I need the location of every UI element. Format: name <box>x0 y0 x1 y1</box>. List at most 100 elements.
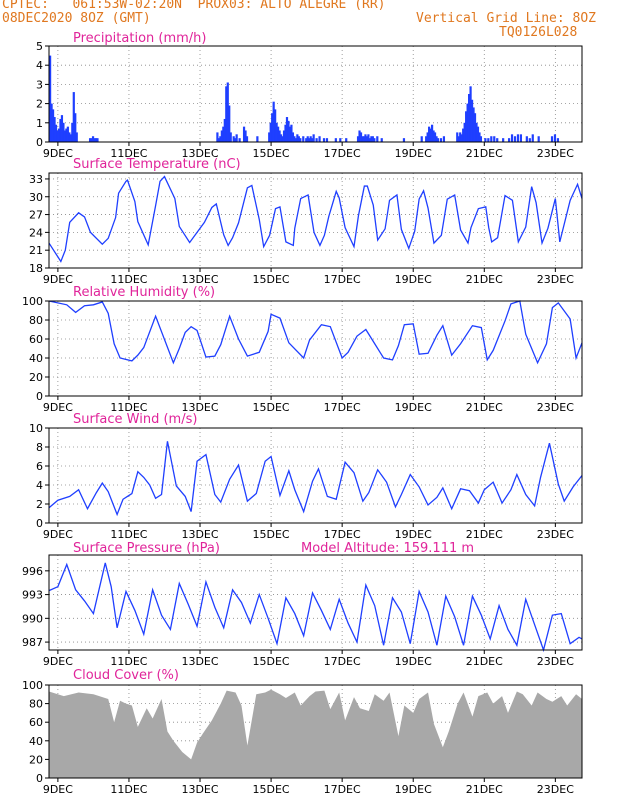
x-tick-label: 21DEC <box>466 401 503 414</box>
precip-bar <box>376 136 379 142</box>
y-tick-label: 40 <box>29 735 43 748</box>
x-tick-label: 19DEC <box>395 528 432 541</box>
precip-bar <box>513 136 517 142</box>
y-tick-label: 60 <box>29 333 43 346</box>
precip-bar <box>60 115 64 142</box>
precip-bar <box>469 86 472 142</box>
precip-bar <box>50 103 53 142</box>
precip-bar <box>238 138 241 142</box>
precip-bar <box>456 132 459 142</box>
precip-bar <box>308 138 311 142</box>
precip-bar <box>433 132 437 142</box>
precip-bar <box>285 117 289 142</box>
precip-bar <box>368 138 371 142</box>
precip-bar <box>217 138 220 142</box>
precip-bar <box>516 134 520 142</box>
precip-bar <box>294 138 297 142</box>
precip-bar <box>528 138 531 142</box>
x-tick-label: 19DEC <box>395 401 432 414</box>
x-tick-label: 15DEC <box>253 528 290 541</box>
precip-bar <box>235 134 238 142</box>
precip-bar <box>334 138 337 142</box>
y-tick-label: 100 <box>22 679 43 692</box>
precip-bar <box>510 134 514 142</box>
x-tick-label: 13DEC <box>181 401 218 414</box>
panel-frame <box>48 684 583 779</box>
x-tick-label: 23DEC <box>537 783 574 796</box>
precip-bar <box>402 138 406 142</box>
series-line <box>48 175 583 263</box>
precip-bar <box>272 101 275 142</box>
y-tick-label: 0 <box>36 772 43 785</box>
precip-bar <box>216 132 219 142</box>
y-tick-label: 3 <box>36 78 43 91</box>
y-tick-label: 20 <box>29 753 43 766</box>
precip-bar <box>281 136 284 142</box>
precip-bar <box>94 138 98 142</box>
precip-bar <box>428 126 431 142</box>
x-tick-label: 15DEC <box>253 783 290 796</box>
x-tick-label: 19DEC <box>395 655 432 668</box>
precip-bar <box>271 113 274 142</box>
x-tick-label: 11DEC <box>110 147 147 160</box>
y-tick-label: 6 <box>36 460 43 473</box>
precip-bar <box>325 138 329 142</box>
precip-bar <box>370 136 373 142</box>
x-tick-label: 21DEC <box>466 783 503 796</box>
y-tick-label: 33 <box>29 173 43 186</box>
y-tick-label: 80 <box>29 698 43 711</box>
y-tick-label: 987 <box>22 636 43 649</box>
y-tick-label: 2 <box>36 498 43 511</box>
precip-bar <box>367 134 370 142</box>
x-tick-label: 23DEC <box>537 147 574 160</box>
series-line <box>48 562 583 653</box>
x-tick-label: 17DEC <box>324 273 361 286</box>
y-tick-label: 4 <box>36 59 43 72</box>
panel-frame <box>48 45 583 143</box>
precip-bar <box>318 136 321 142</box>
precip-bar <box>420 136 423 142</box>
precip-bar <box>291 132 295 142</box>
precip-bar <box>361 136 364 142</box>
x-tick-label: 11DEC <box>110 273 147 286</box>
x-tick-label: 19DEC <box>395 147 432 160</box>
precip-bar <box>493 136 496 142</box>
panel-title: Surface Temperature (nC) <box>73 157 241 172</box>
precip-bar <box>290 124 293 142</box>
header-code: TQ0126L028 <box>499 25 578 40</box>
precip-bar <box>71 122 74 142</box>
precip-bar <box>356 136 360 142</box>
x-tick-label: 9DEC <box>43 147 73 160</box>
precip-bar <box>234 138 237 142</box>
precip-bar <box>75 132 78 142</box>
x-tick-label: 17DEC <box>324 147 361 160</box>
panel-title: Surface Pressure (hPa) <box>73 541 220 556</box>
precip-bar <box>460 134 463 142</box>
x-tick-label: 17DEC <box>324 528 361 541</box>
precip-bar <box>302 136 305 142</box>
precip-bar <box>496 138 499 142</box>
precip-bar <box>467 94 471 142</box>
panel-frame <box>48 554 583 651</box>
precip-bar <box>490 136 493 142</box>
precip-bar <box>66 126 69 142</box>
precip-bar <box>465 111 468 142</box>
precip-bar <box>472 107 475 142</box>
x-tick-label: 11DEC <box>110 401 147 414</box>
precip-bar <box>287 120 290 142</box>
precip-bar <box>339 138 342 142</box>
precip-bar <box>380 138 383 142</box>
precip-bar <box>282 130 286 142</box>
precip-bar <box>315 138 318 142</box>
precip-bar <box>484 138 487 142</box>
panel-title: Cloud Cover (%) <box>73 668 179 683</box>
precip-bar <box>57 128 61 142</box>
precip-bar <box>430 124 434 142</box>
precip-bar <box>365 136 369 142</box>
panel-frame <box>48 427 583 524</box>
header-line1: CPTEC: 061:53W-02:20N PROX03: ALTO ALEGR… <box>2 0 386 12</box>
precip-bar <box>429 128 432 142</box>
precip-bar <box>59 118 62 142</box>
y-tick-label: 100 <box>22 295 43 308</box>
